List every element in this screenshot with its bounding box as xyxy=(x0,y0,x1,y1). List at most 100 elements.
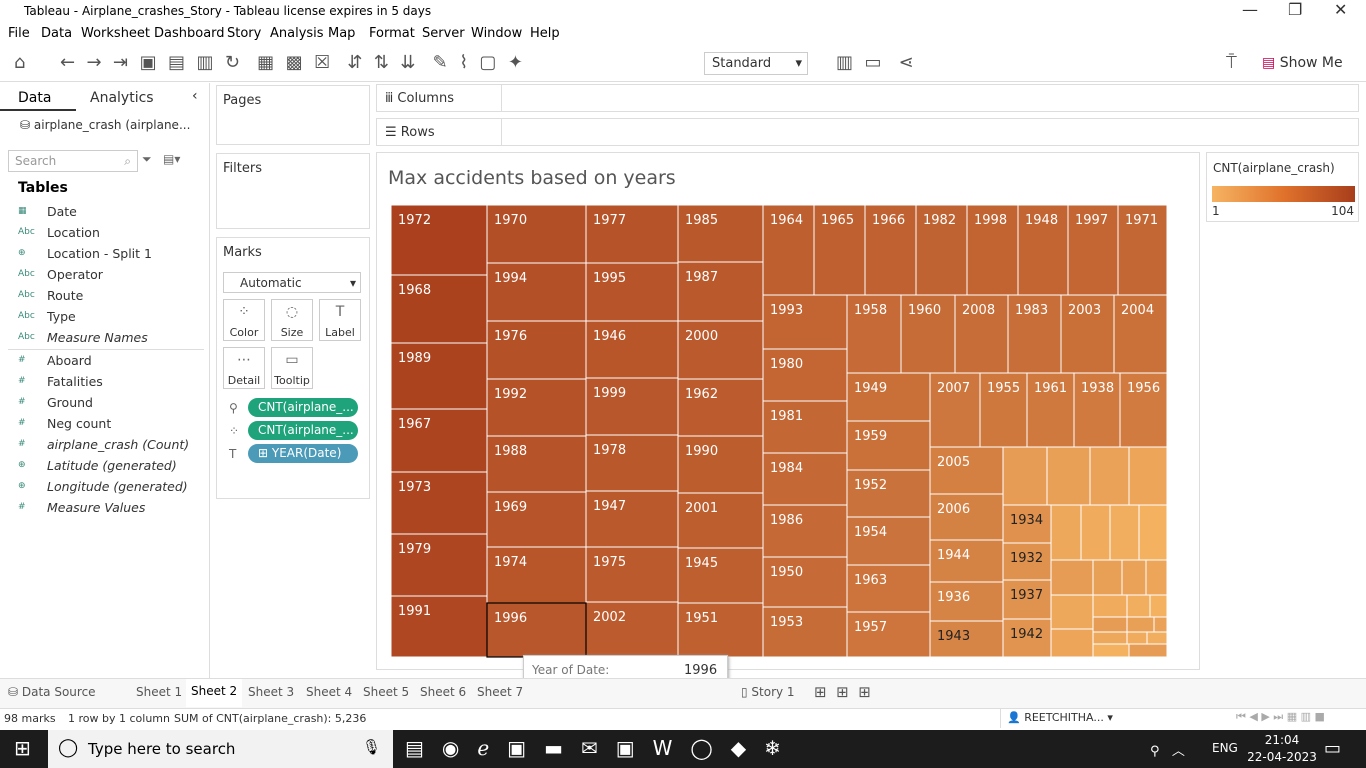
fit-dropdown[interactable]: Standard ▾ xyxy=(704,52,808,75)
pages-card: Pages xyxy=(216,85,370,145)
filter-icons[interactable]: ⏷ ▤▾ xyxy=(142,152,181,166)
field-icon: # xyxy=(18,418,26,428)
treemap-tile xyxy=(390,274,488,344)
pill[interactable]: ⊞ YEAR(Date) xyxy=(248,444,358,463)
start-button[interactable]: ⊞ xyxy=(14,736,31,760)
toolbar-icons[interactable]: ← → ⇥ ▣ ▤ ▥ ↻ ▦ ▩ ☒ ⇵ ⇅ ⇊ ✎ ⌇ ▢ ✦ xyxy=(60,52,523,73)
field-name[interactable]: Longitude (generated) xyxy=(47,479,188,494)
minimize[interactable]: — xyxy=(1242,0,1258,19)
user-menu[interactable]: 👤 REETCHITHA... ▾ xyxy=(1000,708,1126,728)
sheet-tab[interactable]: Sheet 1 xyxy=(136,685,183,699)
menu-item[interactable]: Window xyxy=(471,26,523,41)
menu-item[interactable]: File xyxy=(8,26,30,41)
datasource[interactable]: ⛁ airplane_crash (airplane... xyxy=(20,118,191,132)
mark-type-dropdown[interactable]: Automatic ▾ xyxy=(223,272,361,293)
menu-item[interactable]: Worksheet xyxy=(81,26,151,41)
taskbar-search[interactable]: ◯ Type here to search 🎙 xyxy=(48,730,393,768)
pill[interactable]: CNT(airplane_... xyxy=(248,421,358,440)
sheet-tab[interactable]: Sheet 7 xyxy=(477,685,524,699)
treemap-tile xyxy=(929,493,1004,541)
field-icon: Abc xyxy=(18,227,35,237)
tile-label: 1964 xyxy=(770,213,803,228)
field-name[interactable]: Route xyxy=(47,288,84,303)
highlight-icon[interactable]: ⍑ xyxy=(1226,52,1237,73)
data-pane xyxy=(0,83,210,678)
nav-icons[interactable]: ⏮ ◀ ▶ ⏭ ▦ ▥ ■ xyxy=(1236,710,1325,723)
sheet-tab[interactable]: ⛁ Data Source xyxy=(8,685,96,699)
sheet-tab[interactable]: Sheet 3 xyxy=(248,685,295,699)
mark-button-icon: T xyxy=(335,304,345,320)
show-me[interactable]: ▤ Show Me xyxy=(1262,55,1343,71)
field-name[interactable]: Operator xyxy=(47,267,103,282)
columns-shelf: ⅲ Columns xyxy=(376,84,1359,112)
field-name[interactable]: Location - Split 1 xyxy=(47,246,152,261)
treemap-tile xyxy=(762,294,848,350)
pages-title: Pages xyxy=(223,93,262,108)
menu-item[interactable]: Help xyxy=(530,26,560,41)
field-name[interactable]: Neg count xyxy=(47,416,112,431)
analytics-tab[interactable]: Analytics xyxy=(90,90,154,106)
rows-text: Rows xyxy=(400,125,435,140)
tile-label: 1956 xyxy=(1127,381,1160,396)
tile-label: 1966 xyxy=(872,213,905,228)
new-sheet-icons[interactable]: ⊞ ⊞ ⊞ xyxy=(814,683,871,701)
treemap-tile xyxy=(954,294,1009,374)
tile-label: 1985 xyxy=(685,213,718,228)
treemap-tile xyxy=(1128,643,1168,658)
sheet-tab[interactable]: Sheet 5 xyxy=(363,685,410,699)
mark-button[interactable]: ⋯ Detail xyxy=(223,347,265,389)
field-name[interactable]: Location xyxy=(47,225,100,240)
taskbar-apps[interactable]: ▤◉ℯ▣▬✉▣W◯◆❄ xyxy=(405,736,799,760)
menu-item[interactable]: Map xyxy=(328,26,356,41)
menu-item[interactable]: Analysis xyxy=(270,26,324,41)
mark-button[interactable]: ◌ Size xyxy=(271,299,313,341)
sheet-tab[interactable]: Sheet 6 xyxy=(420,685,467,699)
pill[interactable]: CNT(airplane_... xyxy=(248,398,358,417)
field-name[interactable]: Fatalities xyxy=(47,374,103,389)
mark-button[interactable]: ▭ Tooltip xyxy=(271,347,313,389)
sheet-tab[interactable]: Sheet 4 xyxy=(306,685,353,699)
search-placeholder: Search xyxy=(15,154,57,168)
tile-label: 2005 xyxy=(937,455,970,470)
close[interactable]: ✕ xyxy=(1334,0,1348,19)
maximize[interactable]: ❐ xyxy=(1288,0,1303,19)
sheet-tab[interactable]: Sheet 2 xyxy=(186,679,243,707)
field-name[interactable]: Type xyxy=(47,309,76,324)
treemap-tile xyxy=(1092,594,1128,618)
data-tab[interactable]: Data xyxy=(18,90,52,106)
mark-button-label: Color xyxy=(229,326,259,339)
toolbar-icons-2[interactable]: ▥ ▭ ⋖ xyxy=(836,52,914,73)
home-button[interactable]: ⌂ xyxy=(14,52,26,73)
treemap-tile xyxy=(1126,631,1148,645)
search-box[interactable]: Search ⌕ xyxy=(8,150,138,172)
menu-item[interactable]: Server xyxy=(422,26,465,41)
columns-label: ⅲ Columns xyxy=(385,91,454,106)
field-name[interactable]: Aboard xyxy=(47,353,92,368)
mark-button[interactable]: T Label xyxy=(319,299,361,341)
field-name[interactable]: Date xyxy=(47,204,77,219)
field-icon: ▦ xyxy=(18,206,27,216)
treemap-tile xyxy=(1080,504,1111,561)
menu-item[interactable]: Format xyxy=(369,26,415,41)
mark-button-label: Tooltip xyxy=(274,374,310,387)
treemap-tile xyxy=(486,602,587,658)
tile-label: 1991 xyxy=(398,604,431,619)
field-name[interactable]: Measure Names xyxy=(47,330,148,345)
field-name[interactable]: Latitude (generated) xyxy=(47,458,177,473)
treemap-tile xyxy=(390,408,488,473)
notifications[interactable]: ▭ xyxy=(1324,738,1342,759)
field-name[interactable]: Measure Values xyxy=(47,500,146,515)
menu-item[interactable]: Story xyxy=(227,26,262,41)
treemap-tile xyxy=(677,435,764,494)
treemap-tile xyxy=(486,491,587,548)
mark-button[interactable]: ⁘ Color xyxy=(223,299,265,341)
field-name[interactable]: airplane_crash (Count) xyxy=(47,437,190,452)
tile-label: 1959 xyxy=(854,429,887,444)
collapse[interactable]: ‹ xyxy=(192,88,198,104)
menu-item[interactable]: Data xyxy=(41,26,73,41)
sheet-tab[interactable]: ▯ Story 1 xyxy=(741,685,795,699)
tile-label: 1992 xyxy=(494,387,527,402)
menu-item[interactable]: Dashboard xyxy=(154,26,225,41)
tile-label: 1953 xyxy=(770,615,803,630)
field-name[interactable]: Ground xyxy=(47,395,93,410)
